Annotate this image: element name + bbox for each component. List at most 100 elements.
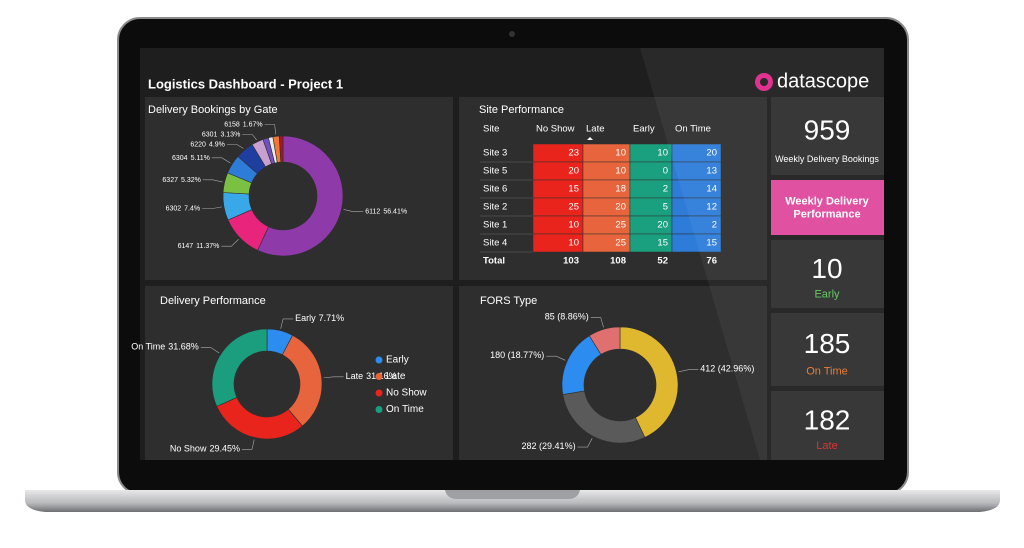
legend-label: Late: [386, 371, 406, 382]
kpi-label-line: Performance: [793, 208, 860, 220]
table-cell-text: 10: [568, 238, 579, 249]
table-total: 76: [706, 256, 717, 267]
table-cell-text: 13: [706, 166, 717, 177]
legend-swatch: [375, 356, 383, 364]
leader-line: [590, 317, 604, 328]
label-value: 4.9%: [209, 141, 225, 148]
data-label: 6220 4.9%: [190, 141, 225, 148]
chart-title: FORS Type: [480, 295, 537, 307]
column-header: No Show: [536, 124, 575, 135]
kpi-tile: [771, 391, 884, 460]
kpi-value: 182: [804, 404, 851, 435]
table-cell-text: 2: [663, 184, 668, 195]
label-value: 85 (8.86%): [545, 312, 589, 322]
donut-slice: [211, 328, 268, 407]
table-cell-text: 18: [615, 184, 626, 195]
table-cell-text: 14: [706, 184, 717, 195]
kpi-tile: [771, 313, 884, 386]
data-label: 6158 1.67%: [224, 121, 262, 128]
data-label: 6301 3.13%: [202, 131, 240, 138]
data-label: 6304 5.11%: [172, 155, 210, 162]
kpi-label-line: Weekly Delivery: [785, 195, 869, 207]
leader-line: [241, 439, 255, 450]
kpi-label: On Time: [806, 365, 848, 377]
label-value: 31.68%: [168, 342, 199, 352]
camera: [509, 31, 515, 37]
table-total: 108: [610, 256, 626, 267]
kpi-label: Early: [814, 288, 840, 300]
label-value: 11.37%: [196, 243, 219, 250]
label-value: 7.4%: [184, 205, 200, 212]
label-value: 29.45%: [209, 444, 240, 454]
table-cell-text: 20: [615, 202, 626, 213]
data-label: 6112 56.41%: [365, 208, 407, 215]
table-cell-text: 2: [712, 220, 717, 231]
label-category: Early: [295, 313, 316, 323]
donut-slice: [257, 135, 344, 257]
table-cell-text: 25: [615, 238, 626, 249]
legend-label: No Show: [386, 388, 427, 399]
data-label: 6147 11.37%: [178, 243, 220, 250]
table-cell-text: 20: [568, 166, 579, 177]
table-total: 103: [563, 256, 579, 267]
table-cell-text: 15: [657, 238, 668, 249]
leader-line: [200, 347, 220, 354]
label-value: 5.11%: [191, 155, 210, 162]
table-cell-text: 10: [657, 148, 668, 159]
table-cell-text: 25: [615, 220, 626, 231]
kpi-tile: [771, 240, 884, 308]
column-header: Early: [633, 124, 655, 135]
label-category: 6147: [178, 243, 194, 250]
table-cell-text: 25: [568, 202, 579, 213]
table-cell-text: 20: [706, 148, 717, 159]
brand: datascope: [777, 70, 869, 92]
table-total: Total: [483, 256, 505, 267]
column-header: Late: [586, 124, 605, 135]
leader-line: [211, 157, 231, 164]
data-label: 85 (8.86%): [545, 312, 589, 322]
chart-title: Delivery Performance: [160, 295, 266, 307]
legend-label: Early: [386, 355, 409, 366]
legend-swatch: [375, 406, 383, 413]
label-value: 5.32%: [181, 177, 201, 184]
table-cell-text: Site 2: [483, 202, 507, 213]
label-category: 6220: [190, 141, 206, 148]
table-cell-text: 23: [568, 148, 579, 159]
label-value: 3.13%: [220, 131, 240, 138]
leader-line: [242, 134, 257, 141]
leader-line: [202, 206, 223, 209]
data-label: 282 (29.41%): [522, 441, 576, 451]
data-label: No Show 29.45%: [170, 444, 240, 454]
table-cell-text: 10: [615, 166, 626, 177]
legend-swatch: [375, 389, 383, 397]
table-cell: [671, 233, 722, 253]
data-label: On Time 31.68%: [131, 342, 199, 352]
kpi-label: Late: [816, 440, 837, 452]
table-cell-text: 15: [568, 184, 579, 195]
leader-line: [221, 239, 239, 247]
table-cell-text: 10: [615, 148, 626, 159]
table-cell-text: 15: [706, 238, 717, 249]
donut-slice: [619, 326, 679, 438]
kpi-tile: [771, 180, 884, 235]
table-cell-text: 20: [657, 220, 668, 231]
table-cell-text: 5: [663, 202, 668, 213]
label-category: On Time: [131, 342, 165, 352]
label-category: 6158: [224, 121, 240, 128]
leader-line: [546, 355, 566, 361]
table-cell-text: Site 1: [483, 220, 507, 231]
label-value: 282 (29.41%): [522, 441, 576, 451]
kpi-value: 185: [804, 328, 851, 359]
kpi-label: Weekly Delivery Bookings: [775, 154, 879, 164]
glare: [640, 48, 884, 460]
table-cell-text: Site 5: [483, 166, 507, 177]
leader-line: [678, 369, 699, 373]
label-value: 1.67%: [243, 121, 263, 128]
label-category: 6302: [166, 205, 182, 212]
chart-title: Delivery Bookings by Gate: [148, 104, 278, 116]
legend-label: On Time: [386, 404, 424, 415]
label-category: 6112: [365, 208, 380, 215]
label-category: 6327: [162, 177, 178, 184]
table-cell-text: 10: [568, 220, 579, 231]
data-label: 412 (42.96%): [700, 364, 754, 374]
